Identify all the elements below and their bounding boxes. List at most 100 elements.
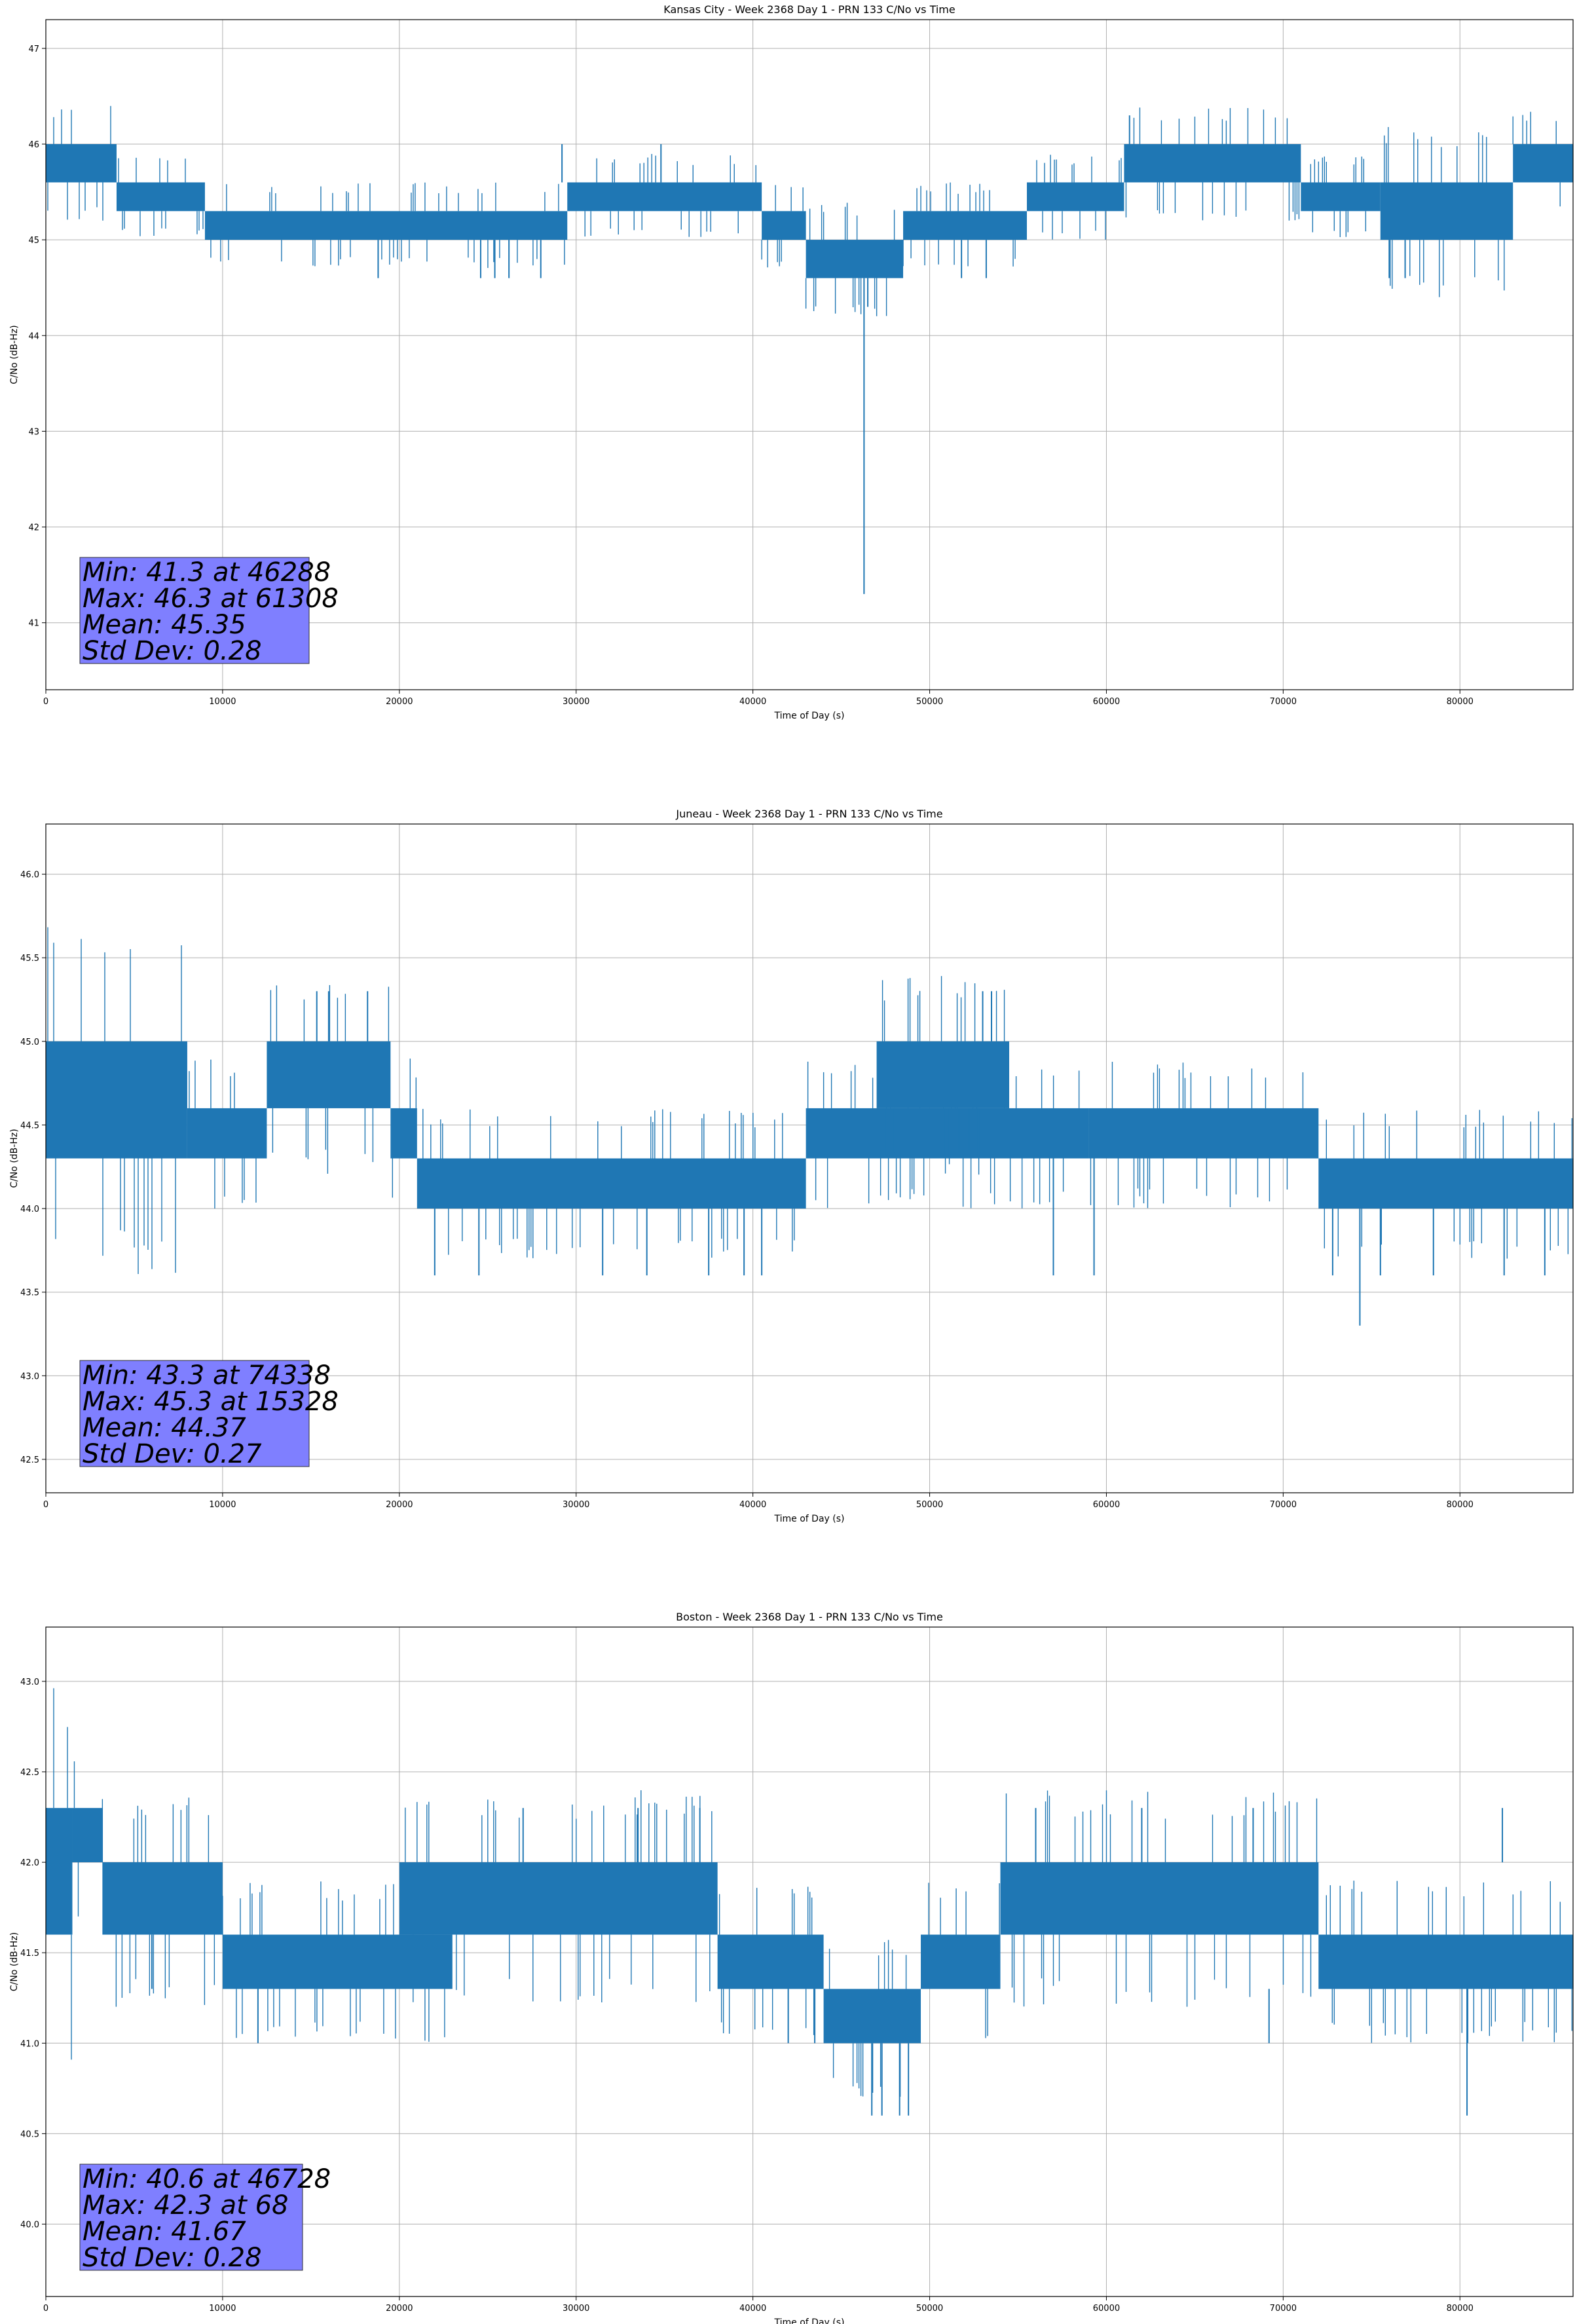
x-tick-label: 80000 [1447, 1500, 1474, 1510]
stats-line: Std Dev: 0.28 [83, 636, 262, 666]
y-tick-label: 44 [28, 331, 39, 341]
series-line [46, 1688, 1573, 2116]
series-band [116, 182, 205, 212]
y-tick-label: 41 [28, 619, 39, 629]
y-tick-label: 43.0 [20, 1372, 39, 1381]
x-tick-label: 0 [43, 697, 48, 707]
y-tick-label: 46.0 [20, 871, 39, 880]
series-band [567, 182, 762, 212]
y-axis-label: C/No (dB-Hz) [9, 1129, 20, 1188]
chart-title: Kansas City - Week 2368 Day 1 - PRN 133 … [663, 3, 955, 16]
chart-panel-2: 0 10000 20000 30000 40000 50000 60000 70000 8000… [9, 808, 1574, 1524]
series-band [187, 1108, 267, 1159]
y-tick-label: 40.0 [20, 2221, 39, 2230]
y-tick-label: 40.5 [20, 2129, 39, 2139]
x-tick-label: 10000 [209, 2304, 236, 2314]
series-band [1124, 143, 1301, 183]
x-tick-label: 70000 [1270, 2304, 1297, 2314]
y-tick-label: 45 [28, 236, 39, 246]
x-tick-label: 80000 [1447, 2304, 1474, 2314]
series-band [72, 1808, 103, 1863]
series-band [903, 211, 1027, 240]
y-tick-label: 44.5 [20, 1121, 39, 1131]
series-band [46, 1041, 187, 1159]
x-tick-label: 40000 [739, 2304, 766, 2314]
series-band [1513, 143, 1573, 183]
x-axis-label: Time of Day (s) [774, 1514, 845, 1524]
x-tick-label: 40000 [739, 697, 766, 707]
series-band [806, 1108, 1089, 1159]
series-band [762, 211, 806, 240]
x-tick-label: 50000 [916, 1500, 943, 1510]
series-band [46, 143, 117, 183]
series-band [1301, 182, 1381, 212]
x-tick-label: 80000 [1447, 697, 1474, 707]
y-tick-label: 43.5 [20, 1288, 39, 1298]
y-tick-label: 43.0 [20, 1677, 39, 1687]
stats-box [79, 557, 310, 664]
axes-frame [45, 1626, 1574, 2297]
series-line [46, 927, 1573, 1326]
y-tick-label: 45.5 [20, 954, 39, 964]
series-band [921, 1934, 1001, 1989]
chart-panel-3: 0 10000 20000 30000 40000 50000 60000 70000 8000… [9, 1611, 1574, 2324]
y-tick-label: 47 [28, 45, 39, 54]
series-band [390, 1108, 417, 1159]
stats-line: Std Dev: 0.27 [83, 1439, 262, 1469]
stats-line: Mean: 45.35 [83, 610, 246, 640]
y-tick-label: 42.0 [20, 1858, 39, 1868]
x-tick-label: 60000 [1093, 1500, 1120, 1510]
x-axis-label: Time of Day (s) [774, 2317, 845, 2324]
y-tick-label: 42.5 [20, 1455, 39, 1465]
x-tick-label: 20000 [386, 2304, 413, 2314]
series-band [1380, 182, 1513, 240]
y-tick-label: 42 [28, 523, 39, 533]
stats-line: Min: 43.3 at 74338 [83, 1360, 331, 1391]
stats-line: Min: 40.6 at 46728 [83, 2164, 331, 2194]
axes-frame [45, 19, 1574, 690]
chart-title: Boston - Week 2368 Day 1 - PRN 133 C/No … [676, 1611, 943, 1623]
series-band [1318, 1158, 1573, 1209]
series-band [204, 211, 568, 240]
x-tick-label: 70000 [1270, 1500, 1297, 1510]
series-band [399, 1862, 718, 1935]
chart-panel-1: 0 10000 20000 30000 40000 50000 60000 70000 8000… [9, 3, 1574, 721]
y-tick-label: 43 [28, 427, 39, 437]
series-band [1318, 1934, 1573, 1989]
stats-line: Max: 42.3 at 68 [83, 2190, 288, 2221]
series-band [102, 1862, 223, 1935]
stats-line: Min: 41.3 at 46288 [83, 557, 331, 588]
x-tick-label: 30000 [563, 1500, 589, 1510]
x-tick-label: 30000 [563, 697, 589, 707]
series-band [1000, 1862, 1319, 1935]
stats-box [79, 1360, 310, 1467]
series-band [267, 1041, 391, 1108]
stats-line: Mean: 44.37 [83, 1413, 246, 1443]
stats-line: Std Dev: 0.28 [83, 2243, 262, 2273]
series-band [1026, 182, 1124, 212]
stats-line: Max: 45.3 at 15328 [83, 1387, 339, 1417]
x-tick-label: 60000 [1093, 697, 1120, 707]
x-axis-label: Time of Day (s) [774, 711, 845, 721]
x-tick-label: 40000 [739, 1500, 766, 1510]
y-tick-label: 41.5 [20, 1949, 39, 1959]
stats-box [79, 2164, 303, 2271]
series-band [717, 1934, 824, 1989]
y-axis-label: C/No (dB-Hz) [9, 1932, 20, 1991]
series-band [806, 240, 904, 278]
y-axis-label: C/No (dB-Hz) [9, 325, 20, 384]
y-tick-label: 42.5 [20, 1768, 39, 1778]
series-band [46, 1808, 73, 1935]
x-tick-label: 20000 [386, 697, 413, 707]
series-band [823, 1989, 921, 2044]
stats-line: Max: 46.3 at 61308 [83, 584, 339, 614]
x-tick-label: 20000 [386, 1500, 413, 1510]
x-tick-label: 30000 [563, 2304, 589, 2314]
x-tick-label: 0 [43, 2304, 48, 2314]
x-tick-label: 70000 [1270, 697, 1297, 707]
x-tick-label: 0 [43, 1500, 48, 1510]
series-line [46, 105, 1573, 594]
axes-frame [45, 823, 1574, 1493]
y-tick-label: 41.0 [20, 2039, 39, 2049]
